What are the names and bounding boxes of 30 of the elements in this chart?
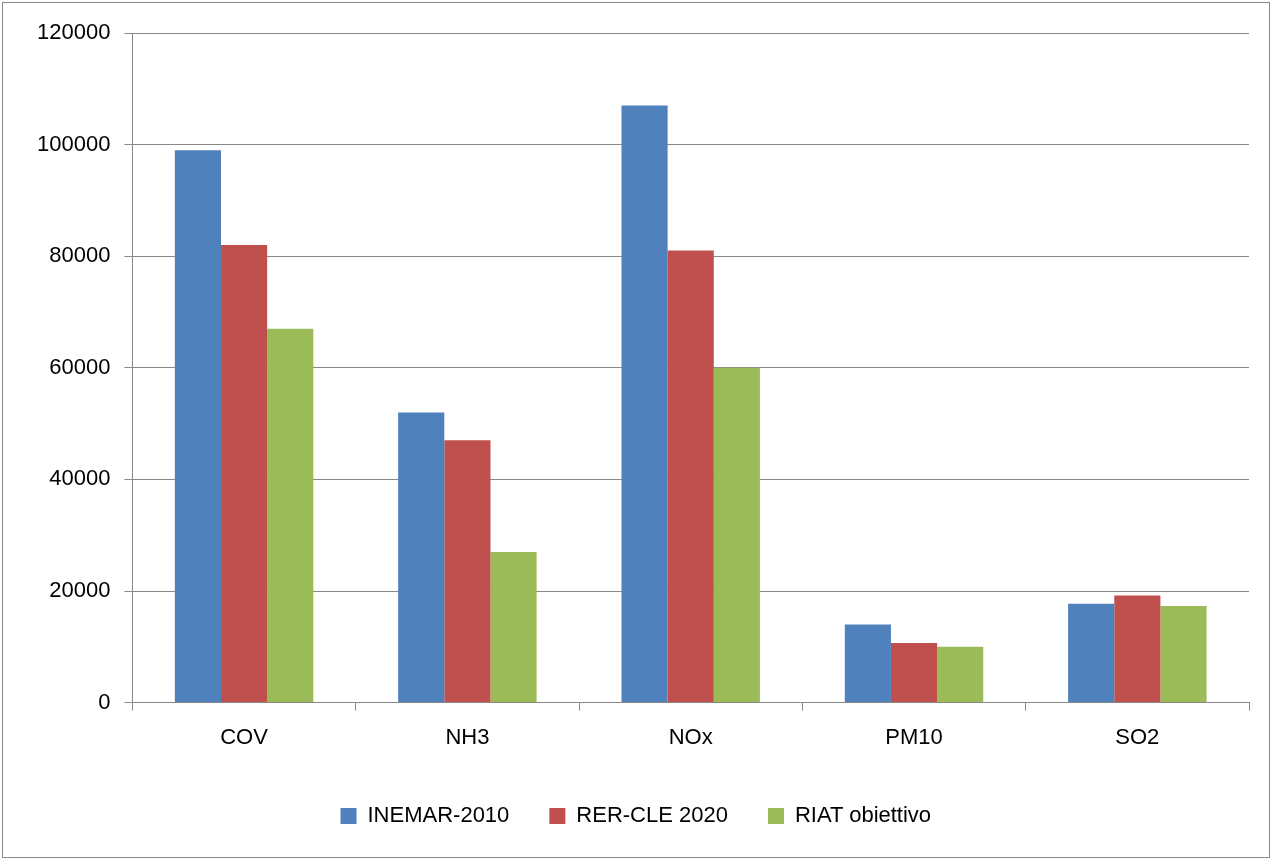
bar [1160, 606, 1207, 703]
bar [267, 328, 314, 703]
legend-label: INEMAR-2010 [367, 802, 510, 828]
y-tick-label: 20000 [49, 577, 111, 603]
bar [844, 624, 891, 703]
x-tick-label: PM10 [885, 723, 943, 749]
x-tick-label: NH3 [445, 723, 490, 749]
y-tick-label: 80000 [49, 242, 111, 268]
bar [667, 250, 714, 703]
bar [221, 245, 268, 703]
y-tick-label: 40000 [49, 465, 111, 491]
legend-label: RIAT obiettivo [794, 802, 932, 828]
bar [1114, 595, 1161, 703]
bar [174, 150, 221, 703]
y-tick-label: 60000 [49, 353, 111, 379]
bar [713, 367, 760, 703]
legend-label: RER-CLE 2020 [576, 802, 728, 828]
bar [890, 642, 938, 703]
bar [490, 551, 537, 703]
y-tick-label: 120000 [36, 19, 111, 45]
bar [621, 105, 668, 703]
x-tick-label: SO2 [1115, 723, 1160, 749]
bar [398, 412, 445, 703]
y-tick-label: 100000 [36, 130, 111, 156]
y-tick-label: 0 [98, 688, 111, 714]
x-tick-label: NOx [668, 723, 713, 749]
bar [937, 646, 984, 703]
bar [444, 440, 491, 703]
x-tick-label: COV [220, 723, 269, 749]
bar [1068, 603, 1115, 703]
